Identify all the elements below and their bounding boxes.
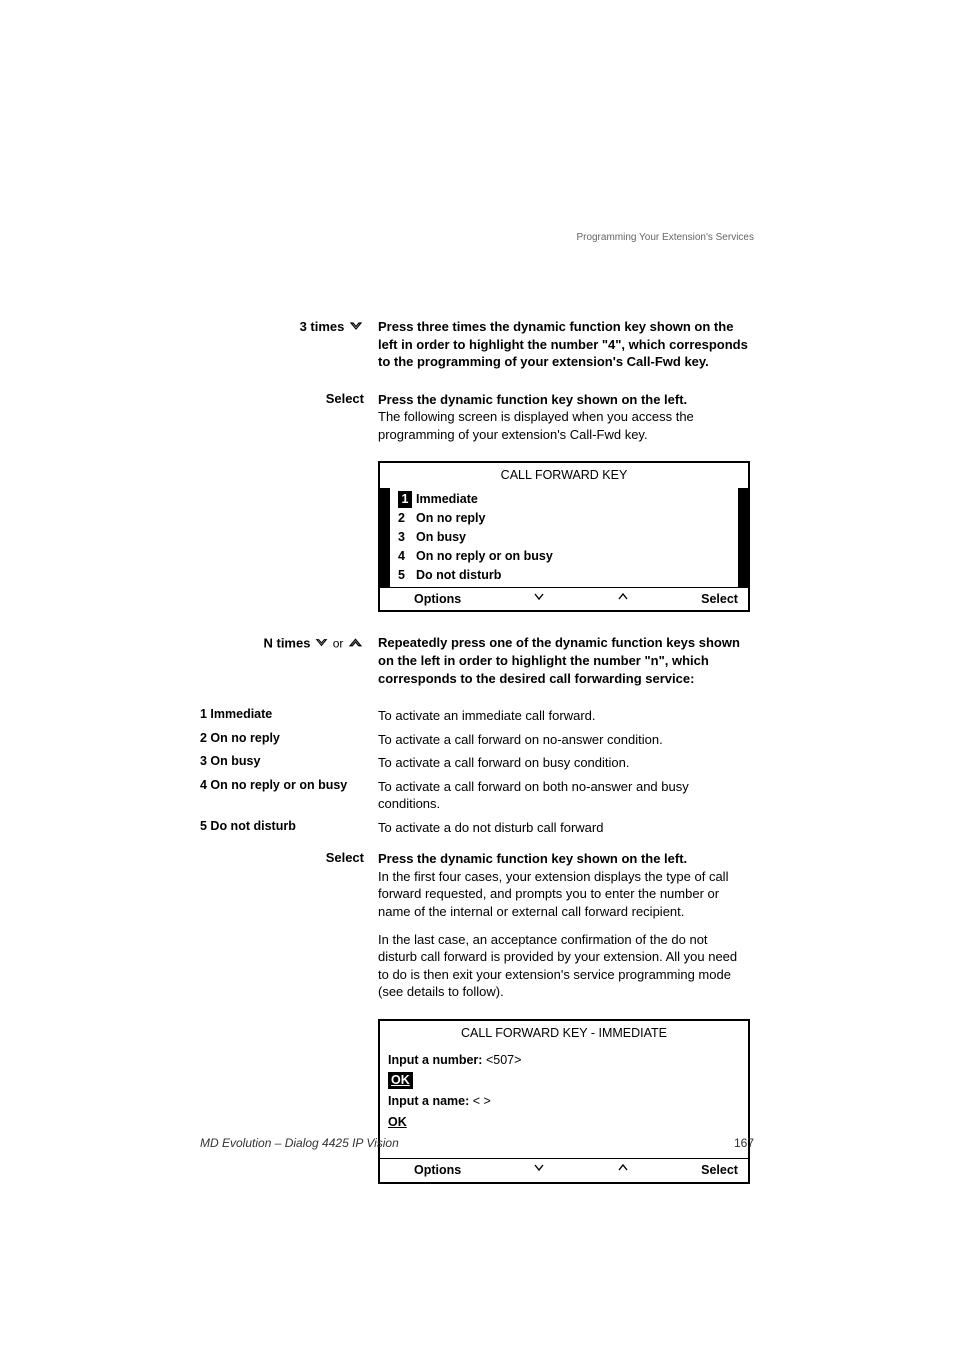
content-area: 3 times Press three times the dynamic fu… xyxy=(200,318,750,1206)
step-select1-label: Select xyxy=(200,391,378,444)
screen1-footer-select: Select xyxy=(701,591,738,608)
step-select2-bold: Press the dynamic function key shown on … xyxy=(378,851,687,866)
screen2-box: CALL FORWARD KEY - IMMEDIATE Input a num… xyxy=(378,1019,750,1184)
option-5-row: 5 Do not disturb To activate a do not di… xyxy=(200,819,750,837)
arrow-up-small-icon xyxy=(617,591,629,608)
step-ntimes-prefix: N times xyxy=(263,636,310,651)
screen2-line1-label: Input a number: xyxy=(388,1053,482,1067)
screen2-line2: Input a name: < > xyxy=(388,1091,740,1112)
screen1-item-4: 4 On no reply or on busy xyxy=(390,547,738,566)
step-select2-row: Select Press the dynamic function key sh… xyxy=(200,850,750,1000)
arrow-up-small-icon-2 xyxy=(617,1162,629,1179)
screen1-item-1-label: Immediate xyxy=(416,491,478,508)
option-3-desc: To activate a call forward on busy condi… xyxy=(378,754,750,772)
step-3times-text: 3 times xyxy=(300,319,345,334)
section-header: Programming Your Extension's Services xyxy=(576,232,754,243)
screen2-footer-options: Options xyxy=(414,1162,461,1179)
screen1-footer-options: Options xyxy=(414,591,461,608)
screen1-item-2: 2 On no reply xyxy=(390,509,738,528)
footer-doc-title: MD Evolution – Dialog 4425 IP Vision xyxy=(200,1136,399,1150)
option-1-label: 1 Immediate xyxy=(200,707,378,725)
screen1-item-3-num: 3 xyxy=(398,529,416,546)
option-3-row: 3 On busy To activate a call forward on … xyxy=(200,754,750,772)
step-3times-desc: Press three times the dynamic function k… xyxy=(378,318,750,371)
page-footer: MD Evolution – Dialog 4425 IP Vision 167 xyxy=(200,1136,754,1150)
screen1-item-3-label: On busy xyxy=(416,529,466,546)
option-2-label: 2 On no reply xyxy=(200,731,378,749)
option-4-label: 4 On no reply or on busy xyxy=(200,778,378,813)
arrow-down-small-icon xyxy=(533,591,545,608)
option-2-row: 2 On no reply To activate a call forward… xyxy=(200,731,750,749)
screen2-ok1: OK xyxy=(388,1070,740,1091)
screen2-line1: Input a number: <507> xyxy=(388,1050,740,1071)
step-3times-row: 3 times Press three times the dynamic fu… xyxy=(200,318,750,371)
screen2-row: CALL FORWARD KEY - IMMEDIATE Input a num… xyxy=(200,1013,750,1194)
screen2-ok2: OK xyxy=(388,1112,740,1133)
option-4-desc: To activate a call forward on both no-an… xyxy=(378,778,750,813)
step-select1-row: Select Press the dynamic function key sh… xyxy=(200,391,750,444)
screen2-ok1-text: OK xyxy=(388,1072,413,1089)
step-select2-text2: In the last case, an acceptance confirma… xyxy=(378,932,737,1000)
screen1-spacer xyxy=(200,455,378,622)
screen1-item-4-num: 4 xyxy=(398,548,416,565)
screen2-footer-select: Select xyxy=(701,1162,738,1179)
step-select1-desc: Press the dynamic function key shown on … xyxy=(378,391,750,444)
option-3-label: 3 On busy xyxy=(200,754,378,772)
screen1-item-1: 1 Immediate xyxy=(390,490,738,509)
step-3times-label: 3 times xyxy=(200,318,378,371)
screen1-item-5-num: 5 xyxy=(398,567,416,584)
screen1-body: 1 Immediate 2 On no reply 3 On busy 4 xyxy=(380,488,748,586)
screen1-container: CALL FORWARD KEY 1 Immediate 2 On no rep… xyxy=(378,455,750,622)
screen1-box: CALL FORWARD KEY 1 Immediate 2 On no rep… xyxy=(378,461,750,612)
arrow-down-icon-2 xyxy=(314,635,329,653)
screen1-item-5: 5 Do not disturb xyxy=(390,566,738,585)
screen2-ok2-text: OK xyxy=(388,1115,407,1129)
option-1-desc: To activate an immediate call forward. xyxy=(378,707,750,725)
footer-page-number: 167 xyxy=(734,1136,754,1150)
arrow-down-icon xyxy=(348,318,364,337)
step-ntimes-desc: Repeatedly press one of the dynamic func… xyxy=(378,634,750,687)
screen1-item-1-num: 1 xyxy=(398,491,412,508)
screen1-title: CALL FORWARD KEY xyxy=(380,463,748,488)
arrow-up-icon xyxy=(347,634,364,654)
step-ntimes-bold: Repeatedly press one of the dynamic func… xyxy=(378,635,740,685)
screen2-line2-value: < > xyxy=(473,1094,491,1108)
screen2-footer: Options Select xyxy=(380,1158,748,1182)
screen1-footer: Options Select xyxy=(380,587,748,611)
screen1-item-4-label: On no reply or on busy xyxy=(416,548,553,565)
option-5-desc: To activate a do not disturb call forwar… xyxy=(378,819,750,837)
screen2-spacer xyxy=(200,1013,378,1194)
option-5-label: 5 Do not disturb xyxy=(200,819,378,837)
screen1-item-5-label: Do not disturb xyxy=(416,567,501,584)
step-ntimes-label: N times or xyxy=(200,634,378,687)
screen1-item-2-label: On no reply xyxy=(416,510,485,527)
screen1-item-2-num: 2 xyxy=(398,510,416,527)
step-select2-text1: In the first four cases, your extension … xyxy=(378,869,728,919)
step-3times-bold: Press three times the dynamic function k… xyxy=(378,319,748,369)
option-2-desc: To activate a call forward on no-answer … xyxy=(378,731,750,749)
screen2-line2-label: Input a name: xyxy=(388,1094,469,1108)
option-1-row: 1 Immediate To activate an immediate cal… xyxy=(200,707,750,725)
page-container: Programming Your Extension's Services 3 … xyxy=(0,0,954,1350)
screen2-title: CALL FORWARD KEY - IMMEDIATE xyxy=(380,1021,748,1046)
step-select1-text: The following screen is displayed when y… xyxy=(378,409,694,442)
screen1-item-3: 3 On busy xyxy=(390,528,738,547)
arrow-down-small-icon-2 xyxy=(533,1162,545,1179)
screen2-line1-value: <507> xyxy=(486,1053,521,1067)
step-ntimes-or: or xyxy=(333,637,344,651)
step-select2-desc: Press the dynamic function key shown on … xyxy=(378,850,750,1000)
step-select1-bold: Press the dynamic function key shown on … xyxy=(378,392,687,407)
screen1-row: CALL FORWARD KEY 1 Immediate 2 On no rep… xyxy=(200,455,750,622)
step-ntimes-row: N times or Repeatedly press one of the d… xyxy=(200,634,750,687)
option-4-row: 4 On no reply or on busy To activate a c… xyxy=(200,778,750,813)
screen2-container: CALL FORWARD KEY - IMMEDIATE Input a num… xyxy=(378,1013,750,1194)
step-select2-label: Select xyxy=(200,850,378,1000)
